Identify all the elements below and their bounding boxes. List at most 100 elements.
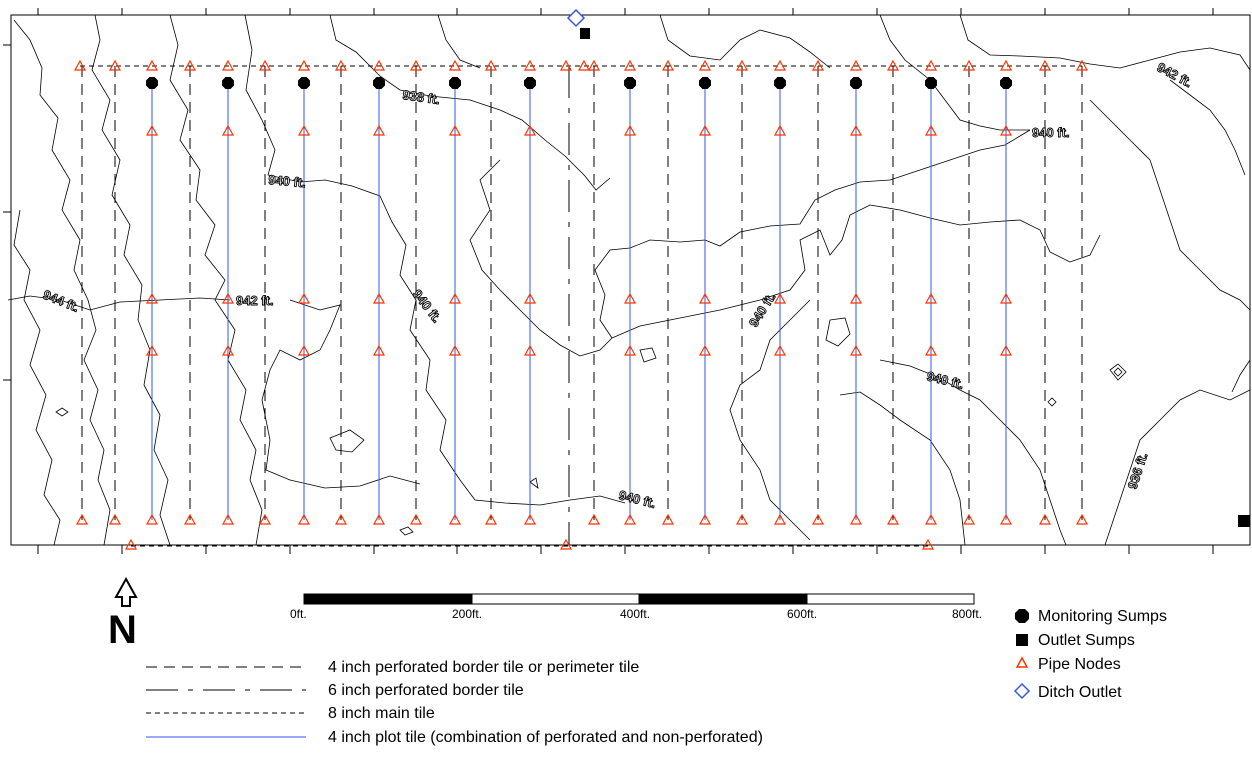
contour-label: 936 ft. xyxy=(1125,451,1151,491)
pipe-node-icon xyxy=(849,292,863,304)
pipe-node-icon xyxy=(484,59,498,71)
monitoring-sump-marker xyxy=(1000,77,1012,89)
legend-symbol-label: Outlet Sumps xyxy=(1038,632,1135,649)
monitoring-sump-marker xyxy=(624,77,636,89)
pipe-node-icon xyxy=(145,513,159,525)
pipe-node-icon xyxy=(559,538,573,550)
pipe-node-icon xyxy=(258,59,272,71)
pipe-node-icon xyxy=(999,292,1013,304)
legend-line-label: 4 inch plot tile (combination of perfora… xyxy=(328,729,763,746)
pipe-node-icon xyxy=(372,344,386,356)
pipe-node-icon xyxy=(523,59,537,71)
pipe-node-icon xyxy=(623,344,637,356)
pipe-node-icon xyxy=(661,513,675,525)
monitoring-sump-marker xyxy=(850,77,862,89)
outlet-sump-marker xyxy=(580,28,590,39)
pipe-node-icon xyxy=(698,59,712,71)
pipe-node-icon xyxy=(221,124,235,136)
legend-symbol-label: Monitoring Sumps xyxy=(1038,608,1167,625)
scale-tick-label: 800ft. xyxy=(952,607,982,621)
north-letter: N xyxy=(108,608,137,652)
pipe-node-icon xyxy=(297,344,311,356)
pipe-node-icon xyxy=(559,59,573,71)
north-arrow-icon xyxy=(114,576,138,607)
pipe-node-icon xyxy=(334,513,348,525)
pipe-node-icon xyxy=(523,292,537,304)
pipe-node-icon xyxy=(448,59,462,71)
pipe-node-icon xyxy=(999,344,1013,356)
pipe-node-icon xyxy=(1038,513,1052,525)
pipe-node-icon xyxy=(124,538,138,550)
contour-line xyxy=(13,209,61,546)
contour-line xyxy=(329,429,365,453)
monitoring-sumps xyxy=(146,77,1012,89)
pipe-node-icon xyxy=(1075,59,1089,71)
frame-ticks xyxy=(3,8,1214,554)
contour-line xyxy=(437,14,481,69)
contour-label: 944 ft. xyxy=(41,287,81,315)
contour-line xyxy=(959,14,1251,71)
monitoring-sump-marker xyxy=(774,77,786,89)
pipe-node-icon xyxy=(221,59,235,71)
monitoring-sump-marker xyxy=(699,77,711,89)
monitoring-sump-icon xyxy=(1015,609,1029,623)
pipe-node-icon xyxy=(773,513,787,525)
pipe-node-icon xyxy=(448,292,462,304)
scale-tick-label: 600ft. xyxy=(787,607,817,621)
pipe-node-icon xyxy=(372,292,386,304)
tile-lines xyxy=(80,65,1083,547)
line-legend: 4 inch perforated border tile or perimet… xyxy=(146,659,763,746)
outlet-sump-icon xyxy=(1016,634,1028,646)
contour-label: 940 ft. xyxy=(1032,125,1070,140)
contour-line xyxy=(659,14,831,69)
pipe-node-icon xyxy=(811,513,825,525)
legend-line-label: 4 inch perforated border tile or perimet… xyxy=(328,659,639,676)
pipe-node-icon xyxy=(999,124,1013,136)
pipe-node-icon xyxy=(145,292,159,304)
pipe-node-icon xyxy=(448,124,462,136)
legend-line-label: 6 inch perforated border tile xyxy=(328,682,524,699)
pipe-node-icon xyxy=(849,124,863,136)
pipe-node-icon xyxy=(448,513,462,525)
pipe-node-icon xyxy=(145,59,159,71)
legend-symbol-label: Pipe Nodes xyxy=(1038,656,1121,673)
pipe-node-icon xyxy=(372,59,386,71)
pipe-node-icon xyxy=(921,538,935,550)
monitoring-sump-marker xyxy=(524,77,536,89)
pipe-node-icon xyxy=(409,59,423,71)
contour-line xyxy=(55,407,69,417)
pipe-node-icon xyxy=(849,59,863,71)
pipe-node-icon xyxy=(698,292,712,304)
contour-line xyxy=(169,14,263,546)
contour-line xyxy=(1089,99,1251,311)
pipe-node-icon xyxy=(145,344,159,356)
pipe-node-icon xyxy=(183,513,197,525)
contour-line xyxy=(1104,389,1251,546)
pipe-node-icon xyxy=(735,59,749,71)
pipe-node-icon xyxy=(849,513,863,525)
contour-line xyxy=(729,299,811,541)
symbol-legend: Monitoring Sumps Outlet Sumps Pipe Nodes… xyxy=(1013,608,1167,701)
pipe-node-icon xyxy=(924,59,938,71)
contour-line xyxy=(261,299,421,489)
pipe-node-icon xyxy=(145,124,159,136)
pipe-node-icon xyxy=(962,513,976,525)
pipe-node-icon xyxy=(448,344,462,356)
monitoring-sump-marker xyxy=(222,77,234,89)
map-frame xyxy=(10,14,1251,546)
pipe-node-icon xyxy=(924,124,938,136)
contour-line xyxy=(399,526,414,536)
pipe-node-icon xyxy=(773,59,787,71)
pipe-node-icon xyxy=(372,124,386,136)
pipe-node-icon xyxy=(334,59,348,71)
contour-line xyxy=(1231,359,1251,393)
scale-bar-segment xyxy=(303,593,473,605)
pipe-node-icon xyxy=(372,513,386,525)
contour-line xyxy=(1169,79,1246,176)
scale-bar: 0ft. 200ft. 400ft. 600ft. 800ft. xyxy=(290,593,982,621)
contour-line xyxy=(529,477,539,489)
pipe-node-icon xyxy=(698,344,712,356)
pipe-node-icon xyxy=(773,292,787,304)
pipe-node-icon xyxy=(623,124,637,136)
